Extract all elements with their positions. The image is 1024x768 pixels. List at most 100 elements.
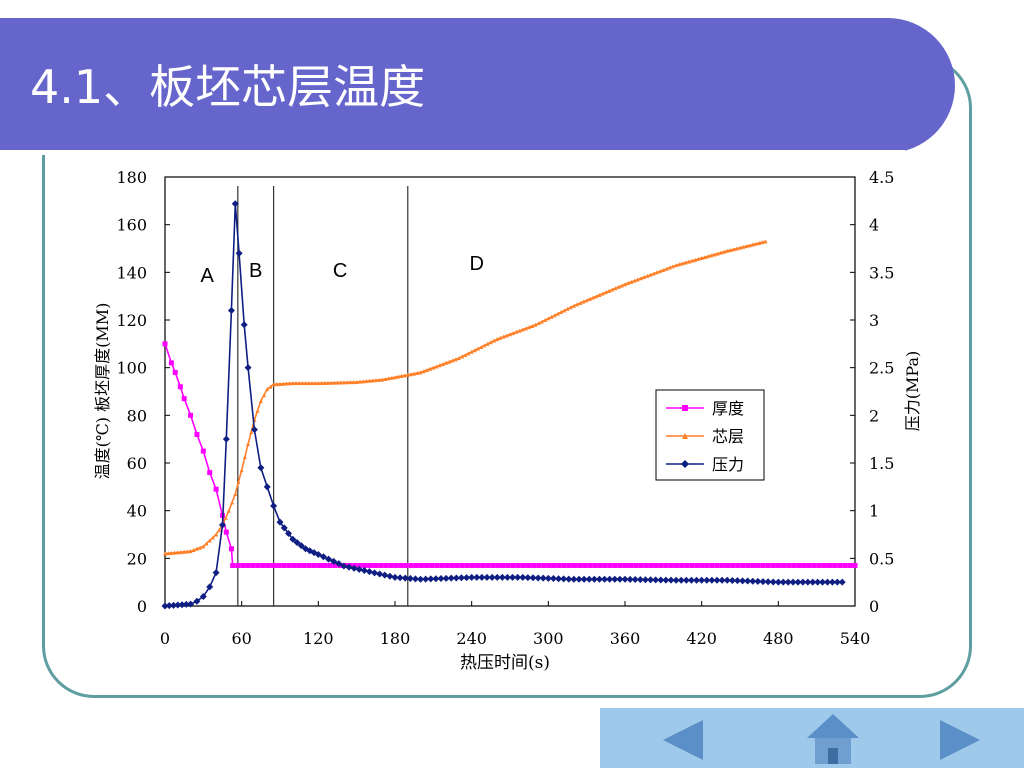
- series-point-厚度: [709, 562, 715, 568]
- series-point-压力: [182, 600, 190, 608]
- series-point-芯层: [428, 366, 433, 371]
- series-point-厚度: [653, 562, 659, 568]
- series-point-压力: [161, 602, 169, 610]
- series-point-芯层: [169, 550, 174, 555]
- series-point-芯层: [482, 343, 487, 348]
- series-point-厚度: [207, 470, 213, 476]
- series-point-芯层: [632, 278, 637, 283]
- series-point-芯层: [514, 329, 519, 334]
- series-point-压力: [544, 574, 552, 582]
- series-point-压力: [601, 575, 609, 583]
- series-point-厚度: [464, 562, 470, 568]
- series-point-芯层: [166, 551, 171, 556]
- series-point-压力: [452, 574, 460, 582]
- series-point-压力: [739, 577, 747, 585]
- series-point-芯层: [607, 288, 612, 293]
- series-point-压力: [498, 573, 506, 581]
- series-point-压力: [432, 575, 440, 583]
- series-point-厚度: [311, 562, 317, 568]
- x-tick-label: 480: [763, 629, 794, 648]
- series-point-芯层: [690, 258, 695, 263]
- series-point-压力: [170, 601, 178, 609]
- series-point-芯层: [437, 363, 442, 368]
- series-point-压力: [478, 573, 486, 581]
- series-point-芯层: [638, 276, 643, 281]
- series-point-厚度: [228, 546, 234, 552]
- series-point-厚度: [240, 562, 246, 568]
- series-point-压力: [411, 575, 419, 583]
- series-point-压力: [178, 601, 186, 609]
- series-point-压力: [708, 576, 716, 584]
- series-point-厚度: [847, 562, 853, 568]
- y-right-tick-label: 2.5: [869, 359, 894, 378]
- series-point-压力: [371, 569, 379, 577]
- series-point-压力: [641, 576, 649, 584]
- series-point-压力: [682, 576, 690, 584]
- home-button[interactable]: [803, 708, 863, 768]
- series-point-芯层: [281, 381, 286, 386]
- series-point-压力: [828, 578, 836, 586]
- series-point-压力: [698, 576, 706, 584]
- series-point-厚度: [622, 562, 628, 568]
- series-point-芯层: [290, 381, 295, 386]
- series-point-厚度: [230, 562, 236, 568]
- series-point-压力: [733, 577, 741, 585]
- series-point-压力: [355, 565, 363, 573]
- series-point-芯层: [460, 354, 465, 359]
- series-point-芯层: [405, 372, 410, 377]
- series-point-芯层: [450, 358, 455, 363]
- series-point-芯层: [348, 380, 353, 385]
- series-point-压力: [667, 576, 675, 584]
- legend-marker: [682, 405, 688, 411]
- series-point-厚度: [816, 562, 822, 568]
- triangle-left-icon: [663, 720, 703, 760]
- series-point-芯层: [434, 364, 439, 369]
- series-point-厚度: [679, 562, 685, 568]
- series-point-芯层: [313, 381, 318, 386]
- series-point-芯层: [367, 378, 372, 383]
- series-point-芯层: [262, 393, 267, 398]
- x-axis-label: 热压时间(s): [460, 653, 550, 673]
- series-point-厚度: [551, 562, 557, 568]
- series-point-厚度: [276, 562, 282, 568]
- series-point-芯层: [706, 254, 711, 259]
- series-point-厚度: [162, 341, 168, 347]
- prev-slide-button[interactable]: [655, 708, 715, 768]
- series-point-芯层: [421, 369, 426, 374]
- series-point-压力: [340, 562, 348, 570]
- series-point-芯层: [539, 319, 544, 324]
- series-point-厚度: [413, 562, 419, 568]
- series-point-芯层: [530, 323, 535, 328]
- series-point-芯层: [329, 380, 334, 385]
- series-point-芯层: [271, 382, 276, 387]
- series-point-厚度: [271, 562, 277, 568]
- series-point-压力: [325, 555, 333, 563]
- series-point-压力: [468, 573, 476, 581]
- series-point-压力: [728, 576, 736, 584]
- series-point-芯层: [402, 373, 407, 378]
- series-point-压力: [244, 364, 252, 372]
- series-point-压力: [687, 576, 695, 584]
- series-point-芯层: [351, 380, 356, 385]
- series-point-厚度: [811, 562, 817, 568]
- next-slide-button[interactable]: [928, 708, 988, 768]
- series-point-芯层: [303, 381, 308, 386]
- series-point-厚度: [673, 562, 679, 568]
- series-point-芯层: [338, 380, 343, 385]
- series-point-芯层: [546, 316, 551, 321]
- series-point-压力: [784, 578, 792, 586]
- series-point-压力: [524, 574, 532, 582]
- series-point-芯层: [603, 290, 608, 295]
- series-point-厚度: [842, 562, 848, 568]
- series-point-芯层: [389, 375, 394, 380]
- series-point-芯层: [651, 271, 656, 276]
- series-point-压力: [819, 578, 827, 586]
- series-point-厚度: [301, 562, 307, 568]
- series-point-厚度: [194, 431, 200, 437]
- series-point-芯层: [418, 370, 423, 375]
- series-point-厚度: [821, 562, 827, 568]
- series-point-压力: [539, 574, 547, 582]
- series-point-厚度: [770, 562, 776, 568]
- series-point-厚度: [786, 562, 792, 568]
- series-point-厚度: [515, 562, 521, 568]
